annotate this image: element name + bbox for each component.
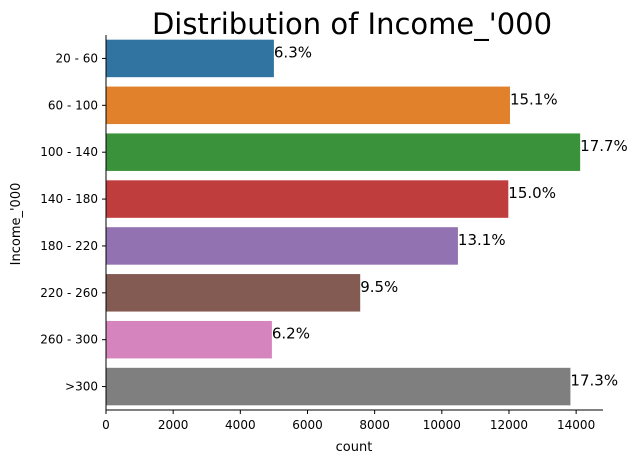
- y-tick-label-260-300: 260 - 300: [40, 333, 98, 347]
- bar-60-100: [106, 86, 510, 125]
- y-axis-ticks: 20 - 60 60 - 100 100 - 140 140 - 180 180 - 2…: [40, 51, 106, 394]
- y-tick-label-180-220: 180 - 220: [40, 239, 98, 253]
- x-tick-label-10000: 10000: [423, 418, 461, 432]
- y-tick-label-20-60: 20 - 60: [56, 51, 99, 65]
- data-label-300: 17.3%: [570, 372, 618, 390]
- bar-300: [106, 367, 571, 406]
- bar-220-260: [106, 274, 361, 312]
- y-tick-label-140-180: 140 - 180: [40, 192, 98, 206]
- bar-180-220: [106, 227, 458, 265]
- data-label-20-60: 6.3%: [274, 43, 312, 61]
- x-tick-label-14000: 14000: [557, 418, 595, 432]
- x-tick-label-0: 0: [102, 418, 110, 432]
- bar-140-180: [106, 180, 509, 218]
- x-tick-label-12000: 12000: [490, 418, 528, 432]
- y-axis-label: Income_'000: [9, 183, 24, 266]
- x-tick-label-6000: 6000: [292, 418, 323, 432]
- y-tick-label-300: >300: [65, 380, 98, 394]
- x-axis-label: count: [336, 440, 373, 455]
- bar-20-60: [106, 39, 274, 78]
- data-label-140-180: 15.0%: [508, 184, 556, 202]
- bars-layer: [106, 39, 581, 406]
- data-label-220-260: 9.5%: [360, 278, 398, 296]
- y-tick-label-60-100: 60 - 100: [48, 98, 98, 112]
- data-label-60-100: 15.1%: [510, 90, 558, 108]
- x-tick-label-8000: 8000: [359, 418, 390, 432]
- x-tick-label-4000: 4000: [225, 418, 256, 432]
- chart-title: Distribution of Income_'000: [152, 7, 552, 41]
- data-labels-layer: 6.3% 15.1% 17.7% 15.0% 13.1% 9.5% 6.2% 17.3%: [272, 43, 628, 389]
- y-tick-label-220-260: 220 - 260: [40, 286, 98, 300]
- y-tick-label-100-140: 100 - 140: [40, 145, 98, 159]
- x-axis-ticks: 0 2000 4000 6000 8000 10000 12000 14000: [102, 410, 595, 432]
- data-label-260-300: 6.2%: [272, 325, 310, 343]
- data-label-100-140: 17.7%: [580, 137, 628, 155]
- bar-100-140: [106, 133, 581, 171]
- x-tick-label-2000: 2000: [158, 418, 189, 432]
- data-label-180-220: 13.1%: [458, 231, 506, 249]
- bar-260-300: [106, 320, 272, 359]
